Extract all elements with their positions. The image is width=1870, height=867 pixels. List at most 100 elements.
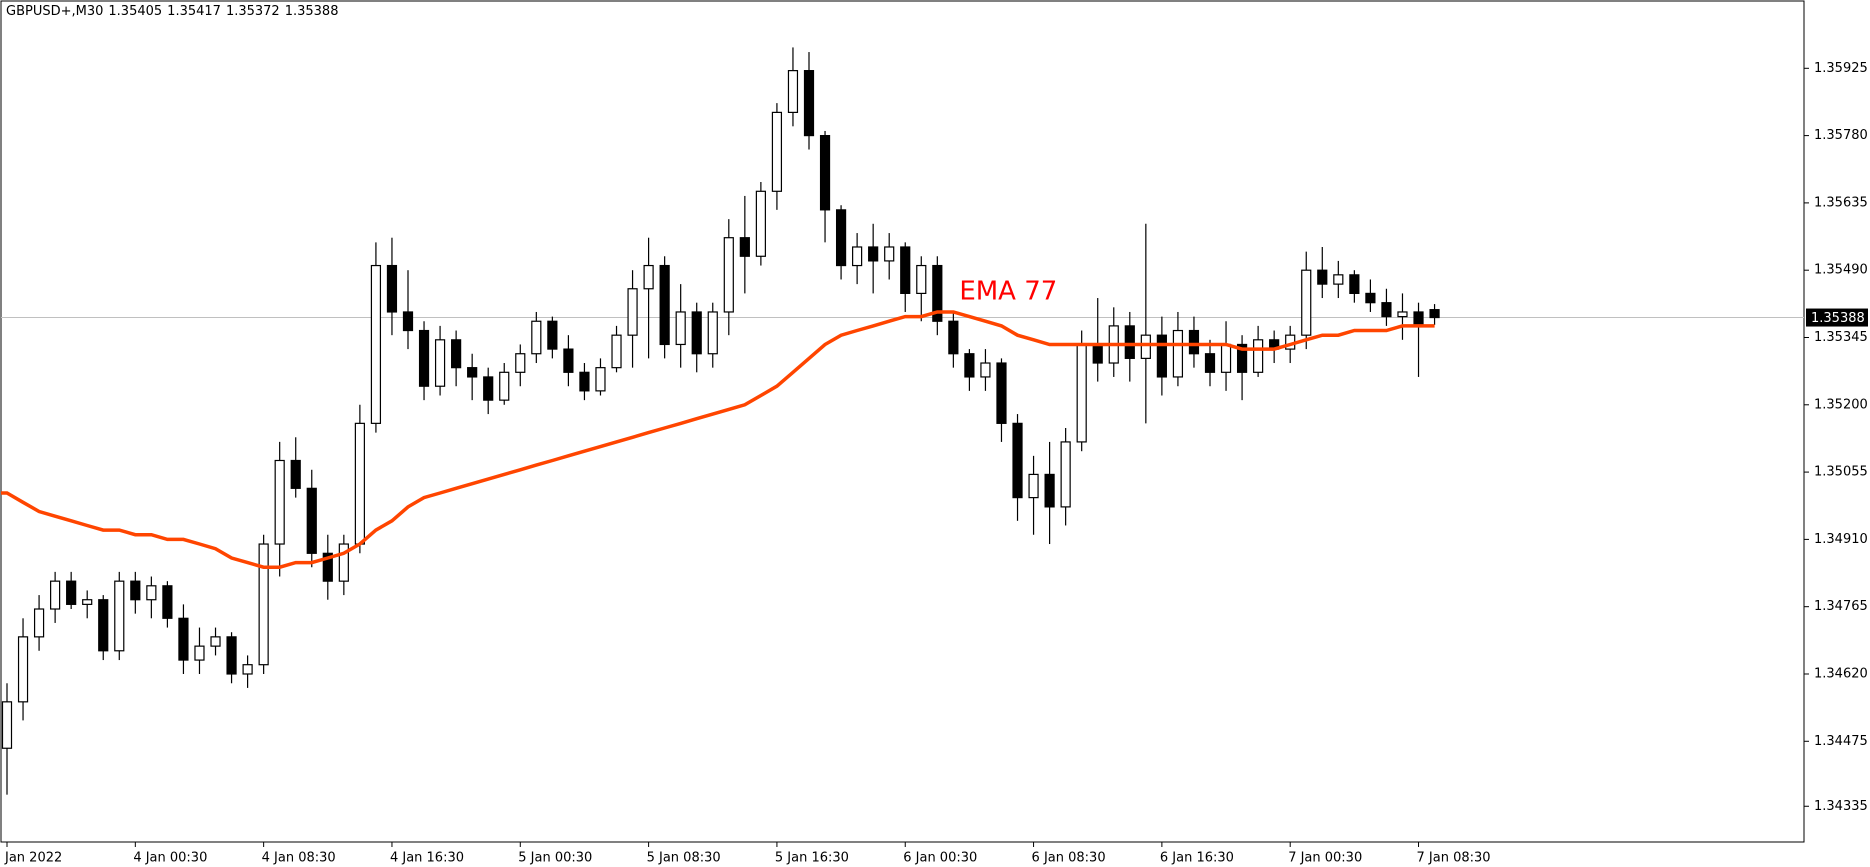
candle-body — [274, 459, 285, 545]
candle-body — [1188, 329, 1200, 355]
candle-body — [386, 264, 398, 313]
y-tick-label: 1.35345 — [1814, 330, 1868, 345]
candle-body — [354, 422, 365, 545]
candle-body — [819, 134, 831, 211]
candle-body — [1365, 292, 1376, 304]
candle-body — [996, 362, 1007, 424]
candle-body — [1140, 334, 1151, 359]
candle-body — [547, 320, 558, 350]
candle-body — [290, 459, 301, 489]
candle-body — [98, 599, 109, 652]
ema-line — [1, 310, 1435, 569]
y-tick-label: 1.35635 — [1814, 195, 1868, 210]
x-tick-label: 7 Jan 08:30 — [1417, 851, 1491, 866]
candle-body — [1349, 274, 1360, 295]
x-tick-label: 7 Jan 00:30 — [1288, 851, 1362, 866]
candle-body — [483, 376, 494, 401]
candle-body — [948, 320, 959, 355]
candle-body — [1124, 325, 1135, 359]
candle-body — [1012, 422, 1023, 499]
candle-body — [980, 362, 991, 378]
x-tick-label: 4 Jan 00:30 — [133, 851, 207, 866]
candle-body — [1028, 473, 1039, 499]
x-tick-label: Jan 2022 — [4, 851, 62, 866]
candle-body — [82, 599, 93, 605]
candle-body — [900, 246, 911, 295]
candle-body — [242, 664, 253, 675]
candle-body — [114, 580, 125, 652]
candle-body — [1301, 269, 1312, 336]
candle-body — [451, 339, 462, 369]
x-tick-label: 4 Jan 16:30 — [390, 851, 464, 866]
candle-body — [1044, 473, 1055, 508]
candle-body — [130, 580, 141, 601]
candle-body — [306, 487, 317, 554]
x-tick-label: 6 Jan 00:30 — [903, 851, 977, 866]
candle-body — [402, 311, 414, 332]
y-tick-label: 1.34910 — [1814, 532, 1868, 547]
candle-body — [370, 264, 382, 424]
candle-body — [194, 645, 205, 661]
ema-label: EMA 77 — [959, 276, 1057, 306]
candle-body — [338, 543, 349, 582]
candle-body — [932, 264, 943, 322]
candle-body — [611, 334, 622, 369]
candle-body — [627, 288, 638, 336]
candle-body — [579, 371, 590, 392]
low-value: 1.35372 — [225, 4, 280, 19]
candle-body — [210, 636, 221, 647]
candle-body — [1429, 309, 1440, 319]
open-value: 1.35405 — [108, 4, 163, 19]
candle-body — [643, 264, 654, 290]
candle-body — [739, 237, 750, 257]
candle-body — [434, 339, 446, 387]
x-tick-label: 6 Jan 16:30 — [1160, 851, 1234, 866]
candle-body — [916, 264, 927, 295]
y-tick-label: 1.35925 — [1814, 61, 1868, 76]
y-tick-label: 1.34620 — [1814, 666, 1868, 681]
candle-body — [66, 580, 77, 605]
candle-body — [1076, 343, 1087, 443]
close-value: 1.35388 — [284, 4, 339, 19]
x-tick-label: 4 Jan 08:30 — [262, 851, 336, 866]
candle-body — [531, 320, 542, 355]
candle-body — [755, 190, 766, 257]
candle-body — [1317, 269, 1328, 285]
y-tick-label: 1.35490 — [1814, 263, 1868, 278]
candle-body — [515, 353, 526, 373]
chart-header: GBPUSD+,M30 1.35405 1.35417 1.35372 1.35388 — [6, 4, 343, 19]
y-tick-label: 1.35200 — [1814, 397, 1868, 412]
candle-body — [1204, 353, 1216, 373]
candle-body — [17, 636, 29, 703]
candle-body — [226, 636, 237, 675]
x-tick-label: 6 Jan 08:30 — [1032, 851, 1106, 866]
candle-body — [1092, 343, 1103, 364]
candle-body — [563, 348, 574, 373]
candle-body — [691, 311, 702, 355]
current-price-label: 1.35388 — [1811, 311, 1865, 326]
y-tick-label: 1.35780 — [1814, 128, 1868, 143]
plot-frame — [0, 0, 1805, 843]
candle-body — [803, 70, 815, 137]
candle-body — [1172, 329, 1184, 378]
candle-body — [771, 111, 783, 192]
candle-body — [162, 585, 173, 619]
x-tick-label: 5 Jan 16:30 — [775, 851, 849, 866]
candle-body — [659, 264, 670, 346]
candle-body — [467, 367, 478, 378]
candle-body — [835, 209, 847, 267]
x-tick-label: 5 Jan 00:30 — [518, 851, 592, 866]
candle-body — [146, 585, 157, 601]
candle-body — [499, 371, 510, 401]
current-price-box — [1806, 308, 1868, 327]
candle-body — [258, 543, 269, 666]
candle-body — [1, 701, 13, 749]
candle-body — [418, 329, 430, 387]
candle-body — [964, 353, 975, 378]
candle-body — [595, 367, 606, 392]
candle-body — [1220, 343, 1232, 373]
candle-body — [1397, 311, 1408, 318]
candle-body — [50, 580, 61, 610]
symbol: GBPUSD+,M30 — [6, 4, 104, 19]
